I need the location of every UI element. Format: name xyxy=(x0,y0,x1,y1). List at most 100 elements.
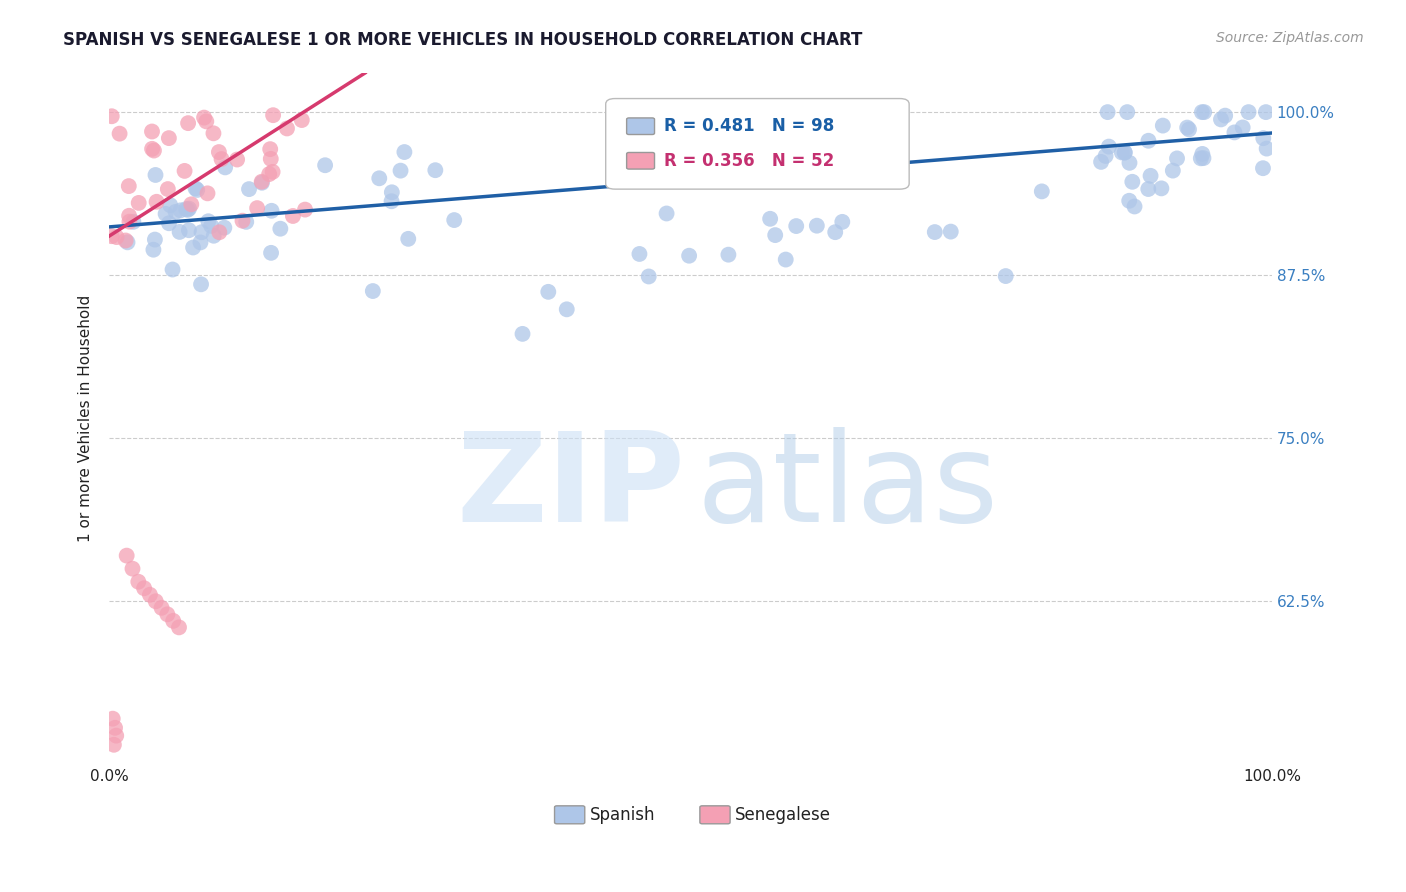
Point xyxy=(117,235,139,250)
Point xyxy=(555,302,578,317)
Point xyxy=(824,225,846,239)
Point xyxy=(1223,125,1246,139)
Point xyxy=(276,121,298,136)
Point xyxy=(190,235,212,250)
FancyBboxPatch shape xyxy=(606,98,910,189)
Point xyxy=(425,163,447,178)
Point xyxy=(1191,105,1213,120)
Point xyxy=(1031,185,1053,199)
Point xyxy=(169,203,191,218)
Point xyxy=(114,234,136,248)
Point xyxy=(246,201,269,215)
Point xyxy=(155,207,177,221)
Point xyxy=(108,127,131,141)
Point xyxy=(314,158,336,172)
Point xyxy=(260,245,283,260)
Point xyxy=(1150,181,1173,195)
Point xyxy=(1178,122,1201,136)
Point xyxy=(202,126,225,140)
Point xyxy=(181,240,204,254)
Point xyxy=(443,213,465,227)
Point xyxy=(190,277,212,292)
Point xyxy=(169,225,191,239)
Point xyxy=(381,186,404,200)
Point xyxy=(157,216,180,230)
Point xyxy=(759,211,782,226)
Point xyxy=(259,142,281,156)
Point xyxy=(139,588,162,602)
Point xyxy=(208,145,231,159)
Point xyxy=(1254,105,1277,120)
Point xyxy=(262,165,284,179)
Point xyxy=(806,219,828,233)
Point xyxy=(157,131,180,145)
Point xyxy=(1137,134,1160,148)
Point xyxy=(512,326,534,341)
Point xyxy=(380,194,402,209)
Point xyxy=(1213,109,1236,123)
Text: SPANISH VS SENEGALESE 1 OR MORE VEHICLES IN HOUSEHOLD CORRELATION CHART: SPANISH VS SENEGALESE 1 OR MORE VEHICLES… xyxy=(63,31,863,49)
Point xyxy=(655,206,678,220)
Point xyxy=(1237,105,1260,120)
Point xyxy=(1094,149,1116,163)
Point xyxy=(156,607,179,622)
Point xyxy=(162,614,184,628)
Point xyxy=(174,202,197,216)
Point xyxy=(231,213,253,227)
Point xyxy=(1166,152,1188,166)
Point xyxy=(118,179,141,194)
Point xyxy=(1121,175,1143,189)
Point xyxy=(142,144,165,158)
Point xyxy=(368,171,391,186)
FancyBboxPatch shape xyxy=(627,153,655,169)
Point xyxy=(884,150,907,164)
Point xyxy=(184,181,207,195)
Point xyxy=(214,220,236,235)
Point xyxy=(1098,139,1121,153)
Point xyxy=(1192,105,1215,120)
Point xyxy=(260,203,283,218)
Point xyxy=(150,600,173,615)
Point xyxy=(118,215,141,229)
Point xyxy=(105,729,128,743)
Point xyxy=(250,175,273,189)
Point xyxy=(775,252,797,267)
Point xyxy=(115,549,138,563)
Point xyxy=(294,202,316,217)
Point xyxy=(208,225,231,239)
Point xyxy=(200,219,222,233)
Point xyxy=(143,233,166,247)
Point xyxy=(394,145,416,159)
Point xyxy=(1114,145,1136,160)
Point xyxy=(291,113,314,128)
Point xyxy=(100,109,122,123)
Point xyxy=(1097,105,1119,120)
Point xyxy=(180,197,202,211)
Point xyxy=(141,124,163,138)
Point xyxy=(717,248,740,262)
Point xyxy=(202,228,225,243)
Point xyxy=(145,594,167,608)
Point xyxy=(142,243,165,257)
FancyBboxPatch shape xyxy=(627,118,655,135)
Point xyxy=(1192,151,1215,165)
Point xyxy=(226,153,249,167)
Point xyxy=(1118,156,1140,170)
Point xyxy=(165,205,187,219)
Point xyxy=(389,163,412,178)
Point xyxy=(1251,161,1274,176)
Point xyxy=(145,168,167,182)
Point xyxy=(396,232,419,246)
Point xyxy=(134,581,156,595)
Point xyxy=(193,111,215,125)
Point xyxy=(101,712,124,726)
Text: Senegalese: Senegalese xyxy=(735,805,831,824)
Point xyxy=(1256,142,1278,156)
Point xyxy=(141,142,163,156)
Point xyxy=(281,209,304,223)
Point xyxy=(262,108,284,122)
Point xyxy=(1116,105,1139,120)
Point xyxy=(105,230,128,244)
Point xyxy=(1139,169,1161,183)
Point xyxy=(1111,145,1133,160)
